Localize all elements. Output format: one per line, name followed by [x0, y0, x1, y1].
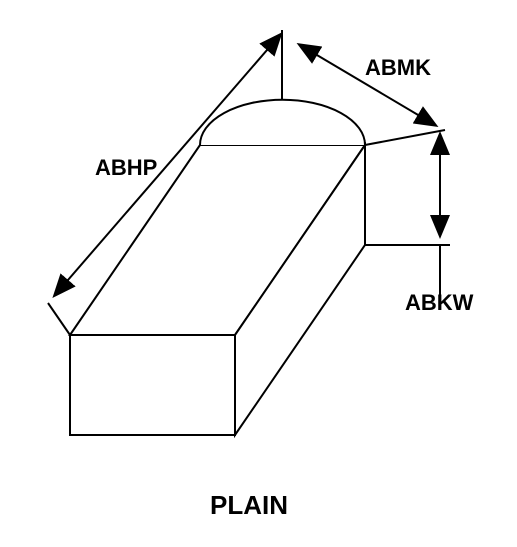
- label-length: ABHP: [95, 155, 157, 181]
- diagram-title: PLAIN: [210, 490, 288, 521]
- label-width: ABMK: [365, 55, 431, 81]
- extension-line-width-1: [365, 130, 445, 145]
- extension-line-length-1: [48, 303, 70, 335]
- diagram-svg: [0, 0, 517, 542]
- block-front-face: [70, 335, 235, 435]
- technical-diagram: ABHP ABMK ABKW PLAIN: [0, 0, 517, 542]
- label-height: ABKW: [405, 290, 473, 316]
- block-rounded-top: [200, 100, 365, 145]
